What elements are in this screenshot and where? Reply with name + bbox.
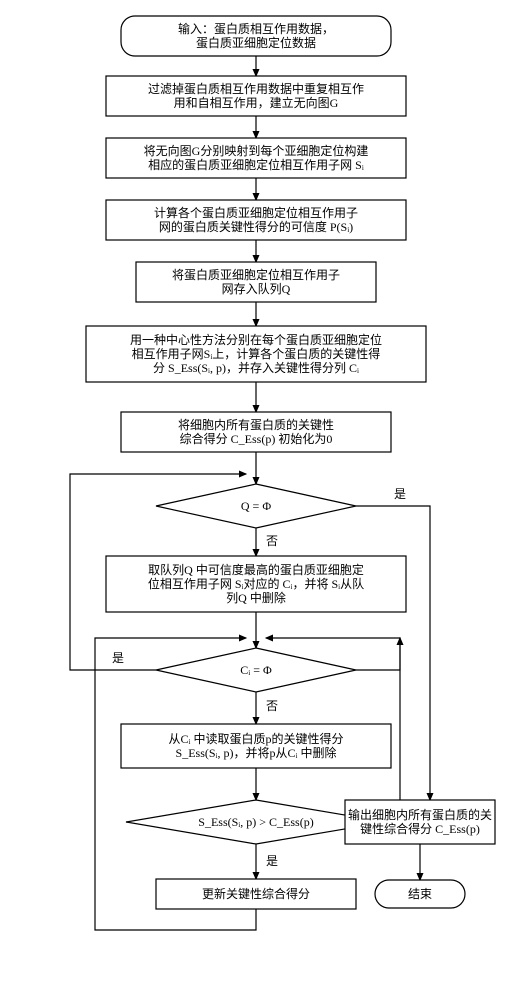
svg-text:分 S_Ess(Sᵢ, p)，并存入关键性得分列 Cᵢ: 分 S_Ess(Sᵢ, p)，并存入关键性得分列 Cᵢ — [153, 360, 359, 375]
node-conf: 计算各个蛋白质亚细胞定位相互作用子网的蛋白质关键性得分的可信度 P(Sᵢ) — [106, 200, 406, 240]
svg-text:将细胞内所有蛋白质的关键性: 将细胞内所有蛋白质的关键性 — [178, 417, 334, 432]
node-filter: 过滤掉蛋白质相互作用数据中重复相互作用和自相互作用，建立无向图G — [106, 76, 406, 116]
svg-text:过滤掉蛋白质相互作用数据中重复相互作: 过滤掉蛋白质相互作用数据中重复相互作 — [148, 81, 364, 96]
svg-text:S_Ess(Sᵢ, p)，并将p从Cᵢ 中删除: S_Ess(Sᵢ, p)，并将p从Cᵢ 中删除 — [176, 745, 337, 760]
svg-text:从Cᵢ 中读取蛋白质p的关键性得分: 从Cᵢ 中读取蛋白质p的关键性得分 — [169, 731, 344, 746]
node-q_empty: Q = Φ — [156, 484, 356, 528]
svg-text:是: 是 — [394, 487, 406, 501]
node-read: 从Cᵢ 中读取蛋白质p的关键性得分S_Ess(Sᵢ, p)，并将p从Cᵢ 中删除 — [121, 724, 391, 768]
svg-text:综合得分 C_Ess(p) 初始化为0: 综合得分 C_Ess(p) 初始化为0 — [180, 431, 333, 446]
svg-text:计算各个蛋白质亚细胞定位相互作用子: 计算各个蛋白质亚细胞定位相互作用子 — [154, 205, 358, 220]
node-update: 更新关键性综合得分 — [156, 879, 356, 909]
svg-text:相互作用子网Sᵢ上，计算各个蛋白质的关键性得: 相互作用子网Sᵢ上，计算各个蛋白质的关键性得 — [132, 346, 381, 361]
svg-text:将蛋白质亚细胞定位相互作用子: 将蛋白质亚细胞定位相互作用子 — [172, 267, 340, 282]
node-map: 将无向图G分别映射到每个亚细胞定位构建相应的蛋白质亚细胞定位相互作用子网 Sᵢ — [106, 138, 406, 178]
flowchart-canvas: 否否是是是否输入：蛋白质相互作用数据，蛋白质亚细胞定位数据过滤掉蛋白质相互作用数… — [0, 0, 512, 1000]
svg-text:S_Ess(Sᵢ, p) > C_Ess(p): S_Ess(Sᵢ, p) > C_Ess(p) — [198, 815, 313, 829]
svg-text:键性综合得分 C_Ess(p): 键性综合得分 C_Ess(p) — [360, 821, 480, 836]
svg-text:Cᵢ = Φ: Cᵢ = Φ — [240, 663, 272, 677]
svg-text:否: 否 — [266, 699, 278, 713]
svg-text:结束: 结束 — [408, 887, 432, 901]
node-init: 将细胞内所有蛋白质的关键性综合得分 C_Ess(p) 初始化为0 — [121, 412, 391, 452]
svg-text:更新关键性综合得分: 更新关键性综合得分 — [202, 886, 310, 901]
svg-text:否: 否 — [266, 534, 278, 548]
node-c_empty: Cᵢ = Φ — [156, 648, 356, 692]
svg-text:取队列Q 中可信度最高的蛋白质亚细胞定: 取队列Q 中可信度最高的蛋白质亚细胞定 — [148, 562, 364, 577]
svg-text:将无向图G分别映射到每个亚细胞定位构建: 将无向图G分别映射到每个亚细胞定位构建 — [144, 143, 369, 158]
svg-text:是: 是 — [112, 651, 124, 665]
svg-text:位相互作用子网 Sᵢ对应的 Cᵢ，并将 Sᵢ从队: 位相互作用子网 Sᵢ对应的 Cᵢ，并将 Sᵢ从队 — [148, 576, 364, 591]
svg-text:Q = Φ: Q = Φ — [241, 499, 271, 513]
node-dequeue: 取队列Q 中可信度最高的蛋白质亚细胞定位相互作用子网 Sᵢ对应的 Cᵢ，并将 S… — [106, 556, 406, 612]
svg-text:列Q 中删除: 列Q 中删除 — [226, 590, 286, 605]
svg-text:输出细胞内所有蛋白质的关: 输出细胞内所有蛋白质的关 — [348, 807, 492, 822]
svg-text:用一种中心性方法分别在每个蛋白质亚细胞定位: 用一种中心性方法分别在每个蛋白质亚细胞定位 — [130, 332, 382, 347]
svg-text:输入：蛋白质相互作用数据，: 输入：蛋白质相互作用数据， — [178, 21, 334, 36]
node-end: 结束 — [375, 880, 465, 908]
svg-text:用和自相互作用，建立无向图G: 用和自相互作用，建立无向图G — [174, 95, 339, 110]
node-enqueue: 将蛋白质亚细胞定位相互作用子网存入队列Q — [136, 262, 376, 302]
svg-text:是: 是 — [266, 854, 278, 868]
svg-text:网存入队列Q: 网存入队列Q — [222, 281, 291, 296]
node-output: 输出细胞内所有蛋白质的关键性综合得分 C_Ess(p) — [345, 800, 495, 844]
svg-text:相应的蛋白质亚细胞定位相互作用子网 Sᵢ: 相应的蛋白质亚细胞定位相互作用子网 Sᵢ — [148, 157, 364, 172]
svg-text:网的蛋白质关键性得分的可信度 P(Sᵢ): 网的蛋白质关键性得分的可信度 P(Sᵢ) — [159, 219, 353, 234]
svg-text:蛋白质亚细胞定位数据: 蛋白质亚细胞定位数据 — [196, 35, 316, 50]
node-input: 输入：蛋白质相互作用数据，蛋白质亚细胞定位数据 — [121, 16, 391, 56]
node-calc: 用一种中心性方法分别在每个蛋白质亚细胞定位相互作用子网Sᵢ上，计算各个蛋白质的关… — [86, 326, 426, 382]
